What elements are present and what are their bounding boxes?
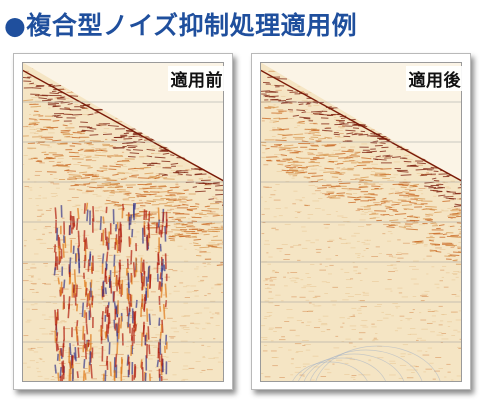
figure-title: ●複合型ノイズ抑制処理適用例	[4, 4, 357, 44]
first-break-line	[22, 69, 224, 182]
after-seismic-section	[260, 62, 462, 382]
section-border	[22, 62, 224, 382]
figure-title-text: ●複合型ノイズ抑制処理適用例	[4, 11, 358, 40]
after-panel: 適用後	[251, 53, 471, 390]
after-label: 適用後	[405, 66, 464, 91]
first-break-line	[260, 69, 462, 182]
before-label: 適用前	[167, 66, 226, 91]
section-border	[260, 62, 462, 382]
before-panel: 適用前	[13, 53, 233, 390]
before-seismic-section	[22, 62, 224, 382]
